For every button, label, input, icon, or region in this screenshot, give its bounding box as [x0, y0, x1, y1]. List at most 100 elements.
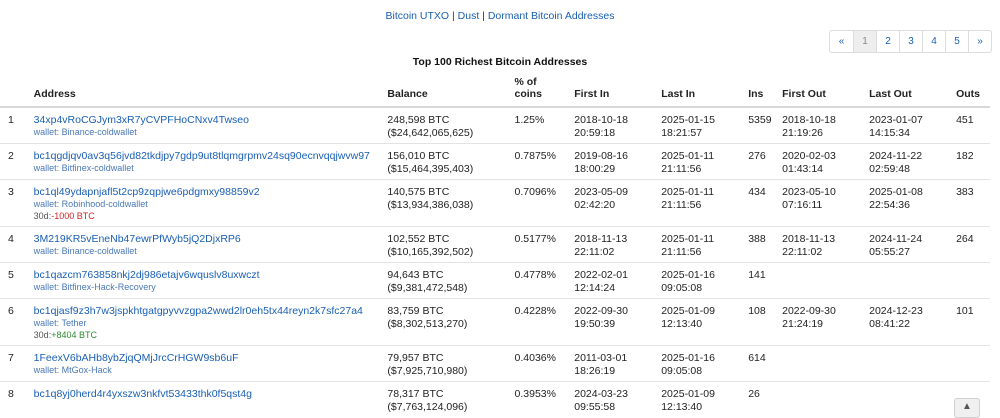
table-row: 7 1FeexV6bAHb8ybZjqQMjJrcCrHGW9sb6uF walle… — [0, 345, 990, 382]
chevron-up-icon: ▲ — [962, 401, 972, 412]
address-link[interactable]: 3M219KR5vEneNb47ewrPfWyb5jQ2DjxRP6 — [33, 233, 241, 245]
richest-addresses-table: Address Balance % of coins First In Last … — [0, 76, 990, 417]
wallet-label: wallet: Binance-coldwallet — [33, 245, 137, 256]
last-out-time: 08:41:22 — [869, 317, 910, 330]
first-in-date: 2018-10-18 — [574, 114, 628, 126]
last-in-cell: 2025-01-11 21:11:56 — [657, 226, 745, 263]
balance-cell: 248,598 BTC ($24,642,065,625) — [383, 106, 511, 144]
balance-btc: 102,552 BTC — [387, 233, 450, 245]
rank-cell: 3 — [0, 179, 30, 227]
first-out-time: 01:43:14 — [782, 162, 823, 175]
balance-cell: 102,552 BTC ($10,165,392,502) — [383, 226, 511, 263]
last-in-cell: 2025-01-15 18:21:57 — [657, 106, 745, 144]
pct-coins-cell: 0.7096% — [510, 179, 571, 227]
pct-header-line1: % of — [514, 76, 537, 88]
utxo-link[interactable]: Bitcoin UTXO — [385, 10, 450, 22]
last-out-cell — [865, 381, 953, 417]
last-in-time: 09:05:08 — [661, 364, 703, 377]
pct-coins-cell: 0.4228% — [510, 298, 571, 346]
table-row: 1 34xp4vRoCGJym3xR7yCVPFHoCNxv4Twseo walle… — [0, 106, 990, 144]
address-link[interactable]: bc1qazcm763858nkj2dj986etajv6wquslv8uxwc… — [33, 269, 260, 281]
ins-cell: 141 — [744, 262, 779, 299]
last-in-time: 12:13:40 — [661, 317, 703, 330]
outs-cell: 451 — [952, 106, 990, 144]
first-in-date: 2022-09-30 — [574, 305, 628, 317]
pagination-page-3[interactable]: 3 — [899, 31, 922, 52]
address-cell: 34xp4vRoCGJym3xR7yCVPFHoCNxv4Twseo wallet… — [29, 106, 384, 144]
balance-usd: ($10,165,392,502) — [387, 245, 474, 258]
last-in-cell: 2025-01-16 09:05:08 — [657, 262, 745, 299]
ins-cell: 276 — [744, 143, 779, 180]
first-out-cell: 2018-10-18 21:19:26 — [778, 106, 866, 144]
ins-header: Ins — [744, 76, 779, 108]
last-in-date: 2025-01-16 — [661, 269, 715, 281]
table-row: 8 bc1q8yj0herd4r4yxszw3nkfvt53433thk0f5qs… — [0, 381, 990, 417]
last-in-time: 21:11:56 — [661, 198, 702, 211]
last-in-time: 21:11:56 — [661, 245, 702, 258]
balance-btc: 94,643 BTC — [387, 269, 444, 281]
first-in-date: 2011-03-01 — [574, 352, 628, 364]
balance-cell: 78,317 BTC ($7,763,124,096) — [383, 381, 511, 417]
ins-cell: 5359 — [744, 106, 779, 144]
address-link[interactable]: bc1q8yj0herd4r4yxszw3nkfvt53433thk0f5qst… — [33, 388, 252, 400]
nav-separator: | — [479, 10, 488, 22]
first-in-cell: 2024-03-23 09:55:58 — [570, 381, 658, 417]
pagination-page-1[interactable]: 1 — [853, 31, 876, 52]
ins-cell: 388 — [744, 226, 779, 263]
first-in-cell: 2022-02-01 12:14:24 — [570, 262, 658, 299]
outs-cell: 383 — [952, 179, 990, 227]
rank-cell: 8 — [0, 381, 30, 417]
address-link[interactable]: bc1ql49ydapnjafl5t2cp9zqpjwe6pdgmxy98859… — [33, 186, 260, 198]
dust-link[interactable]: Dust — [457, 10, 480, 22]
pct-coins-header: % of coins — [510, 76, 571, 108]
first-out-cell — [778, 381, 866, 417]
address-link[interactable]: 34xp4vRoCGJym3xR7yCVPFHoCNxv4Twseo — [33, 114, 249, 126]
first-in-cell: 2011-03-01 18:26:19 — [570, 345, 658, 382]
rank-cell: 7 — [0, 345, 30, 382]
address-link[interactable]: 1FeexV6bAHb8ybZjqQMjJrcCrHGW9sb6uF — [33, 352, 239, 364]
pct-coins-cell: 0.5177% — [510, 226, 571, 263]
first-in-cell: 2018-11-13 22:11:02 — [570, 226, 658, 263]
first-in-date: 2019-08-16 — [574, 150, 628, 162]
pagination-prev-button[interactable]: « — [838, 36, 845, 47]
address-cell: bc1qazcm763858nkj2dj986etajv6wquslv8uxwc… — [29, 262, 384, 299]
pct-coins-cell: 1.25% — [510, 106, 571, 144]
rank-cell: 1 — [0, 106, 30, 144]
pct-coins-cell: 0.3953% — [510, 381, 571, 417]
ins-cell: 434 — [744, 179, 779, 227]
balance-usd: ($7,763,124,096) — [387, 400, 468, 413]
30d-change: 30d:-1000 BTC — [34, 210, 380, 223]
balance-usd: ($15,464,395,403) — [387, 162, 474, 175]
last-in-date: 2025-01-11 — [661, 150, 715, 162]
last-in-date: 2025-01-15 — [661, 114, 715, 126]
last-out-time: 02:59:48 — [869, 162, 910, 175]
address-link[interactable]: bc1qjasf9z3h7w3jspkhtgatgpyvvzgpa2wwd2lr… — [33, 305, 363, 317]
last-in-cell: 2025-01-16 09:05:08 — [657, 345, 745, 382]
scroll-to-top-button[interactable]: ▲ — [954, 398, 980, 418]
outs-cell: 101 — [952, 298, 990, 346]
address-link[interactable]: bc1qgdjqv0av3q56jvd82tkdjpy7gdp9ut8tlqmg… — [33, 150, 370, 162]
last-out-cell — [865, 262, 953, 299]
first-out-time: 21:24:19 — [782, 317, 823, 330]
last-out-cell: 2024-11-24 05:55:27 — [865, 226, 953, 263]
table-row: 2 bc1qgdjqv0av3q56jvd82tkdjpy7gdp9ut8tlqm… — [0, 143, 990, 180]
first-in-date: 2018-11-13 — [574, 233, 628, 245]
first-out-time: 07:16:11 — [782, 198, 823, 211]
pagination-page-5[interactable]: 5 — [945, 31, 968, 52]
wallet-label: wallet: Bitfinex-Hack-Recovery — [33, 281, 156, 292]
table-row: 4 3M219KR5vEneNb47ewrPfWyb5jQ2DjxRP6 walle… — [0, 226, 990, 263]
last-in-date: 2025-01-16 — [661, 352, 715, 364]
first-out-date: 2023-05-10 — [782, 186, 836, 198]
last-out-date: 2024-12-23 — [869, 305, 923, 317]
pagination-page-4[interactable]: 4 — [922, 31, 945, 52]
first-out-time: 22:11:02 — [782, 245, 823, 258]
first-out-cell: 2020-02-03 01:43:14 — [778, 143, 866, 180]
pagination-next-button[interactable]: » — [968, 31, 991, 52]
first-in-time: 02:42:20 — [574, 198, 616, 211]
balance-btc: 248,598 BTC — [387, 114, 450, 126]
dormant-addresses-link[interactable]: Dormant Bitcoin Addresses — [487, 10, 615, 22]
first-out-header: First Out — [778, 76, 866, 108]
last-out-cell: 2023-01-07 14:15:34 — [865, 106, 953, 144]
balance-btc: 78,317 BTC — [387, 388, 444, 400]
pagination-page-2[interactable]: 2 — [876, 31, 899, 52]
